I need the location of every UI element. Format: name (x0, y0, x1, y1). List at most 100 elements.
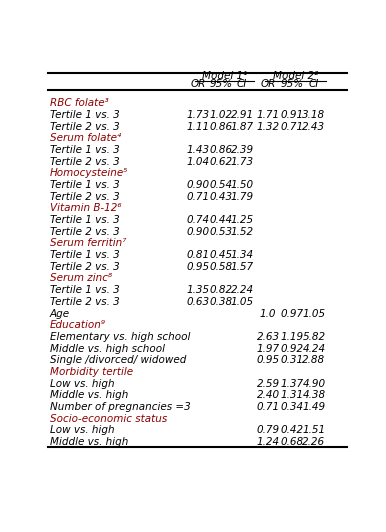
Text: 0.44: 0.44 (210, 215, 233, 225)
Text: 0.86: 0.86 (210, 122, 233, 132)
Text: OR: OR (190, 79, 205, 89)
Text: 1.97: 1.97 (257, 344, 280, 354)
Text: 1.50: 1.50 (230, 180, 254, 190)
Text: 0.38: 0.38 (210, 297, 233, 307)
Text: 0.74: 0.74 (186, 215, 209, 225)
Text: Number of pregnancies =3: Number of pregnancies =3 (50, 402, 191, 412)
Text: 0.91: 0.91 (281, 110, 304, 120)
Text: 0.92: 0.92 (281, 344, 304, 354)
Text: 1.05: 1.05 (302, 309, 325, 319)
Text: 0.45: 0.45 (210, 250, 233, 260)
Text: 2.39: 2.39 (230, 145, 254, 155)
Text: 3.18: 3.18 (302, 110, 325, 120)
Text: 0.97: 0.97 (281, 309, 304, 319)
Text: 1.31: 1.31 (281, 390, 304, 400)
Text: 1.32: 1.32 (257, 122, 280, 132)
Text: Morbidity tertile: Morbidity tertile (50, 367, 133, 377)
Text: 0.63: 0.63 (186, 297, 209, 307)
Text: Age: Age (50, 309, 70, 319)
Text: 1.04: 1.04 (186, 157, 209, 167)
Text: 0.95: 0.95 (257, 355, 280, 365)
Text: 0.82: 0.82 (210, 285, 233, 295)
Text: 1.37: 1.37 (281, 379, 304, 388)
Text: Middle vs. high: Middle vs. high (50, 390, 128, 400)
Text: 95%: 95% (210, 79, 233, 89)
Text: 1.71: 1.71 (257, 110, 280, 120)
Text: 2.43: 2.43 (302, 122, 325, 132)
Text: Elementary vs. high school: Elementary vs. high school (50, 332, 190, 342)
Text: 4.90: 4.90 (302, 379, 325, 388)
Text: 1.52: 1.52 (230, 227, 254, 237)
Text: Serum ferritin⁷: Serum ferritin⁷ (50, 238, 126, 248)
Text: 4.38: 4.38 (302, 390, 325, 400)
Text: Model 2²: Model 2² (273, 71, 318, 81)
Text: 2.59: 2.59 (257, 379, 280, 388)
Text: 0.53: 0.53 (210, 227, 233, 237)
Text: 1.24: 1.24 (257, 437, 280, 447)
Text: 0.62: 0.62 (210, 157, 233, 167)
Text: 1.11: 1.11 (186, 122, 209, 132)
Text: Tertile 1 vs. 3: Tertile 1 vs. 3 (50, 285, 120, 295)
Text: Tertile 2 vs. 3: Tertile 2 vs. 3 (50, 157, 120, 167)
Text: 0.71: 0.71 (257, 402, 280, 412)
Text: 0.68: 0.68 (281, 437, 304, 447)
Text: 95%: 95% (281, 79, 304, 89)
Text: Tertile 1 vs. 3: Tertile 1 vs. 3 (50, 110, 120, 120)
Text: Socio-economic status: Socio-economic status (50, 413, 167, 423)
Text: 2.26: 2.26 (302, 437, 325, 447)
Text: 5.82: 5.82 (302, 332, 325, 342)
Text: 1.49: 1.49 (302, 402, 325, 412)
Text: 2.40: 2.40 (257, 390, 280, 400)
Text: Vitamin B-12⁶: Vitamin B-12⁶ (50, 203, 121, 213)
Text: Tertile 2 vs. 3: Tertile 2 vs. 3 (50, 192, 120, 202)
Text: 1.57: 1.57 (230, 262, 254, 272)
Text: Tertile 1 vs. 3: Tertile 1 vs. 3 (50, 145, 120, 155)
Text: Education⁹: Education⁹ (50, 320, 106, 330)
Text: 1.35: 1.35 (186, 285, 209, 295)
Text: 1.19: 1.19 (281, 332, 304, 342)
Text: 1.05: 1.05 (230, 297, 254, 307)
Text: Tertile 2 vs. 3: Tertile 2 vs. 3 (50, 227, 120, 237)
Text: Tertile 1 vs. 3: Tertile 1 vs. 3 (50, 215, 120, 225)
Text: Low vs. high: Low vs. high (50, 379, 114, 388)
Text: Middle vs. high: Middle vs. high (50, 437, 128, 447)
Text: 2.24: 2.24 (230, 285, 254, 295)
Text: 1.34: 1.34 (230, 250, 254, 260)
Text: 0.79: 0.79 (257, 425, 280, 435)
Text: 1.73: 1.73 (186, 110, 209, 120)
Text: 0.31: 0.31 (281, 355, 304, 365)
Text: 0.54: 0.54 (210, 180, 233, 190)
Text: 0.71: 0.71 (281, 122, 304, 132)
Text: 1.0: 1.0 (260, 309, 276, 319)
Text: 0.43: 0.43 (210, 192, 233, 202)
Text: Tertile 1 vs. 3: Tertile 1 vs. 3 (50, 180, 120, 190)
Text: 0.86: 0.86 (210, 145, 233, 155)
Text: 1.73: 1.73 (230, 157, 254, 167)
Text: 1.51: 1.51 (302, 425, 325, 435)
Text: CI: CI (309, 79, 319, 89)
Text: 1.43: 1.43 (186, 145, 209, 155)
Text: Serum zinc⁸: Serum zinc⁸ (50, 273, 112, 284)
Text: 1.79: 1.79 (230, 192, 254, 202)
Text: Tertile 1 vs. 3: Tertile 1 vs. 3 (50, 250, 120, 260)
Text: Tertile 2 vs. 3: Tertile 2 vs. 3 (50, 262, 120, 272)
Text: 0.81: 0.81 (186, 250, 209, 260)
Text: CI: CI (237, 79, 247, 89)
Text: OR: OR (261, 79, 276, 89)
Text: 1.02: 1.02 (210, 110, 233, 120)
Text: Single /divorced/ widowed: Single /divorced/ widowed (50, 355, 186, 365)
Text: 2.63: 2.63 (257, 332, 280, 342)
Text: 0.90: 0.90 (186, 227, 209, 237)
Text: Tertile 2 vs. 3: Tertile 2 vs. 3 (50, 122, 120, 132)
Text: 1.87: 1.87 (230, 122, 254, 132)
Text: 0.34: 0.34 (281, 402, 304, 412)
Text: 0.58: 0.58 (210, 262, 233, 272)
Text: 2.91: 2.91 (230, 110, 254, 120)
Text: 2.88: 2.88 (302, 355, 325, 365)
Text: 4.24: 4.24 (302, 344, 325, 354)
Text: RBC folate³: RBC folate³ (50, 98, 108, 109)
Text: Model 1¹: Model 1¹ (202, 71, 247, 81)
Text: 0.42: 0.42 (281, 425, 304, 435)
Text: 0.90: 0.90 (186, 180, 209, 190)
Text: Low vs. high: Low vs. high (50, 425, 114, 435)
